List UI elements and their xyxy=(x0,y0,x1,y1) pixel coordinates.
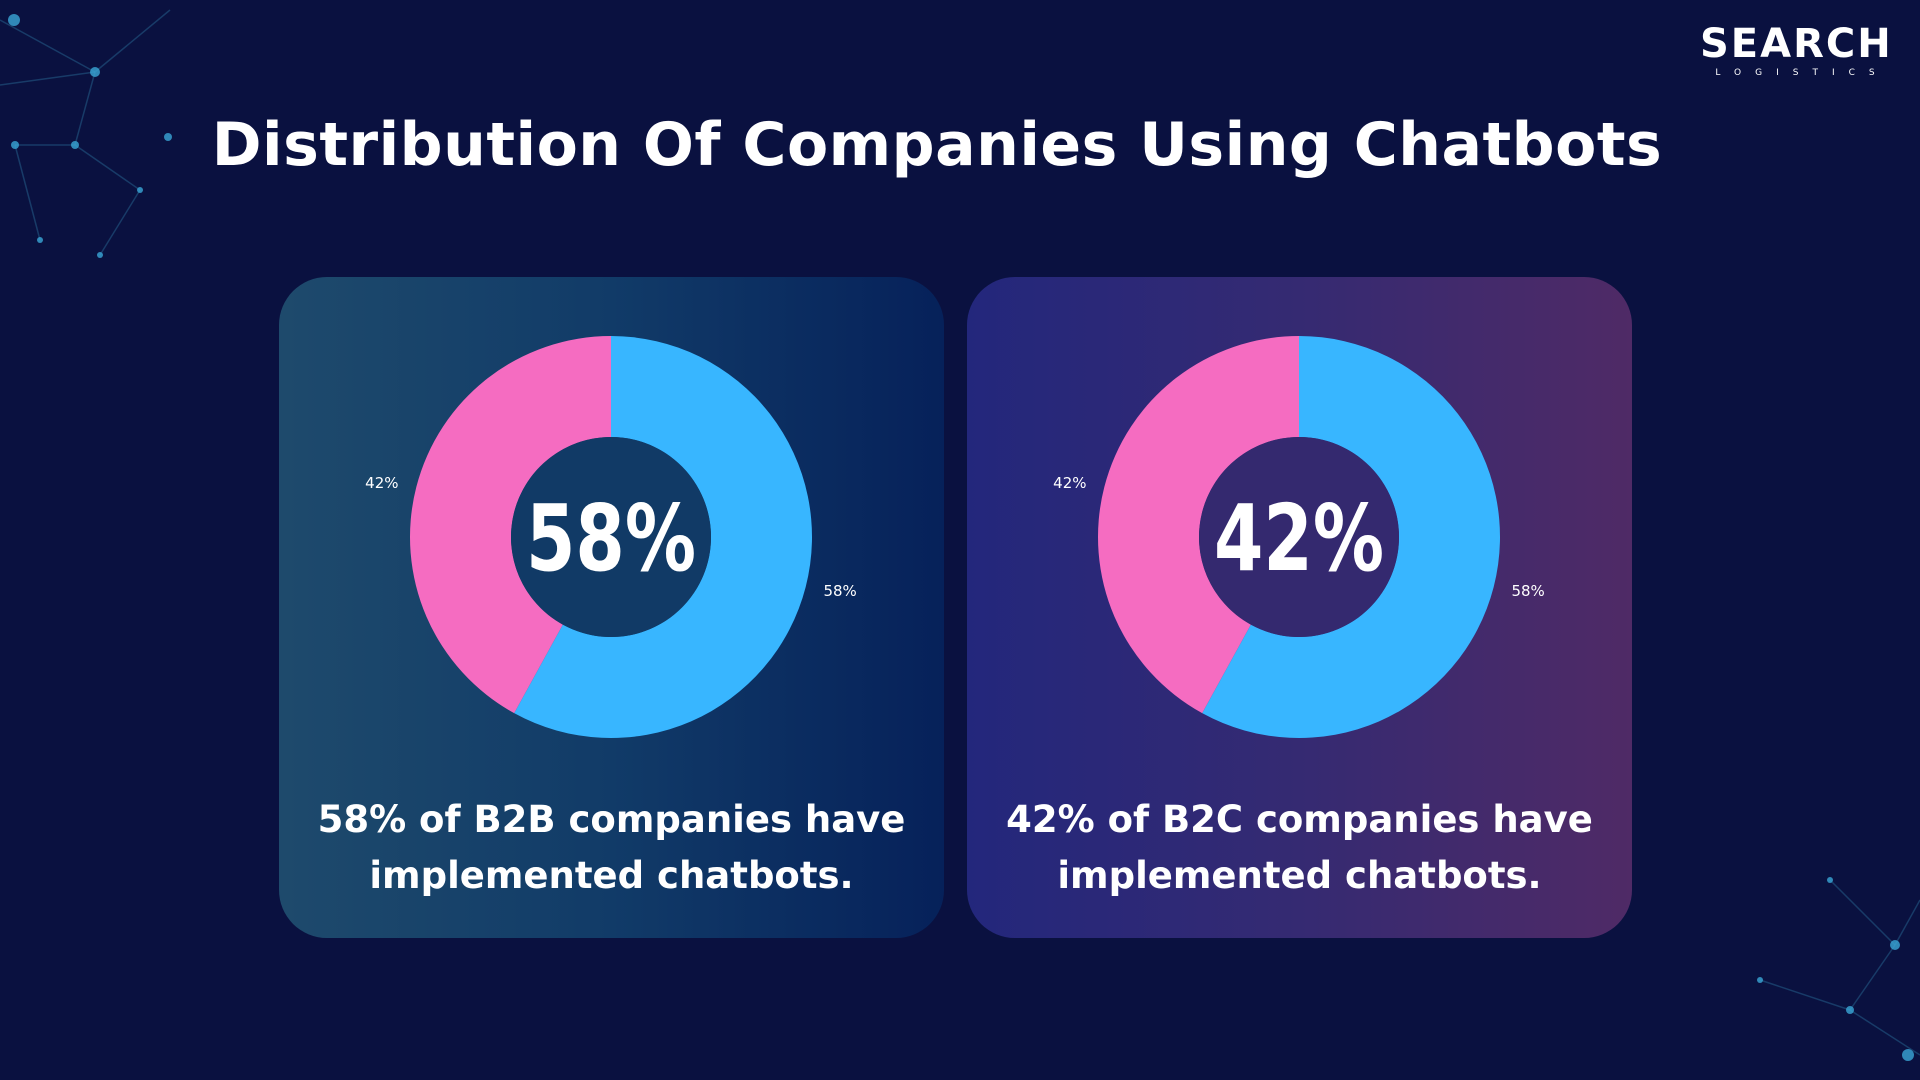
b2c-chart-card: 58% 42% 42% 42% of B2C companies have impl… xyxy=(967,277,1632,938)
slice-data-label: 42% xyxy=(1053,474,1086,492)
b2b-donut-chart: 58% 42% 58% xyxy=(365,336,857,738)
logo-wordmark: SEARCH xyxy=(1700,21,1893,67)
donut-center-value: 58% xyxy=(526,485,696,592)
donut-slice-58-percent xyxy=(1202,336,1500,738)
slice-data-label: 42% xyxy=(365,474,398,492)
slice-data-label: 58% xyxy=(1511,582,1544,600)
slice-data-label: 58% xyxy=(823,582,856,600)
donut-slice-42-percent xyxy=(410,336,611,714)
search-logistics-logo: SEARCH LOGISTICS xyxy=(1700,21,1893,78)
b2b-chart-card: 58% 42% 58% 58% of B2B companies have impl… xyxy=(279,277,944,938)
donut-slice-58-percent xyxy=(514,336,813,738)
b2c-donut-chart: 58% 42% 42% xyxy=(1053,336,1545,738)
donut-slice-42-percent xyxy=(1098,336,1299,714)
logo-subtitle: LOGISTICS xyxy=(1715,68,1889,78)
b2b-caption: 58% of B2B companies have implemented ch… xyxy=(317,798,906,897)
donut-center-value: 42% xyxy=(1214,485,1384,592)
b2c-caption: 42% of B2C companies have implemented ch… xyxy=(1006,798,1593,897)
donut-hole xyxy=(1199,437,1399,637)
donut-hole xyxy=(511,437,711,637)
page-title: Distribution Of Companies Using Chatbots xyxy=(211,110,1663,180)
